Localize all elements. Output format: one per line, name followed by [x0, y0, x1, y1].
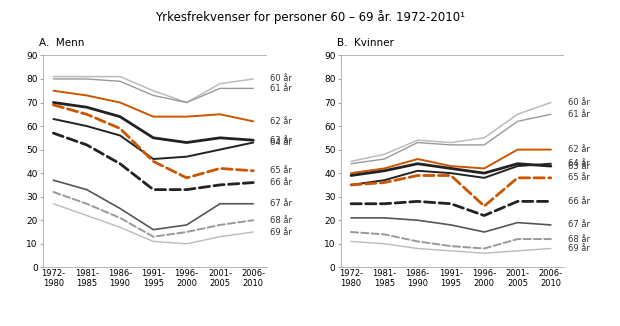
Text: 69 år: 69 år — [270, 228, 292, 236]
Text: 62 år: 62 år — [567, 145, 590, 154]
Text: 67 år: 67 år — [567, 220, 590, 230]
Text: 60 år: 60 år — [270, 74, 292, 83]
Text: 60 år: 60 år — [567, 98, 590, 107]
Text: 61 år: 61 år — [567, 110, 590, 119]
Text: 61 år: 61 år — [270, 84, 292, 93]
Text: 64 år: 64 år — [567, 159, 590, 168]
Text: A.  Menn: A. Menn — [39, 38, 84, 49]
Text: 65 år: 65 år — [567, 173, 590, 182]
Text: 64 år: 64 år — [270, 138, 292, 147]
Text: 63 år: 63 år — [270, 136, 292, 145]
Text: 68 år: 68 år — [567, 235, 590, 244]
Text: 68 år: 68 år — [270, 216, 292, 225]
Text: 69 år: 69 år — [567, 244, 590, 253]
Text: Yrkesfrekvenser for personer 60 – 69 år. 1972-2010¹: Yrkesfrekvenser for personer 60 – 69 år.… — [155, 10, 465, 24]
Text: 66 år: 66 år — [567, 197, 590, 206]
Text: 67 år: 67 år — [270, 199, 292, 208]
Text: 62 år: 62 år — [270, 117, 292, 126]
Text: 66 år: 66 år — [270, 178, 292, 187]
Text: 63 år: 63 år — [567, 162, 590, 170]
Text: B.  Kvinner: B. Kvinner — [337, 38, 394, 49]
Text: 65 år: 65 år — [270, 166, 292, 175]
